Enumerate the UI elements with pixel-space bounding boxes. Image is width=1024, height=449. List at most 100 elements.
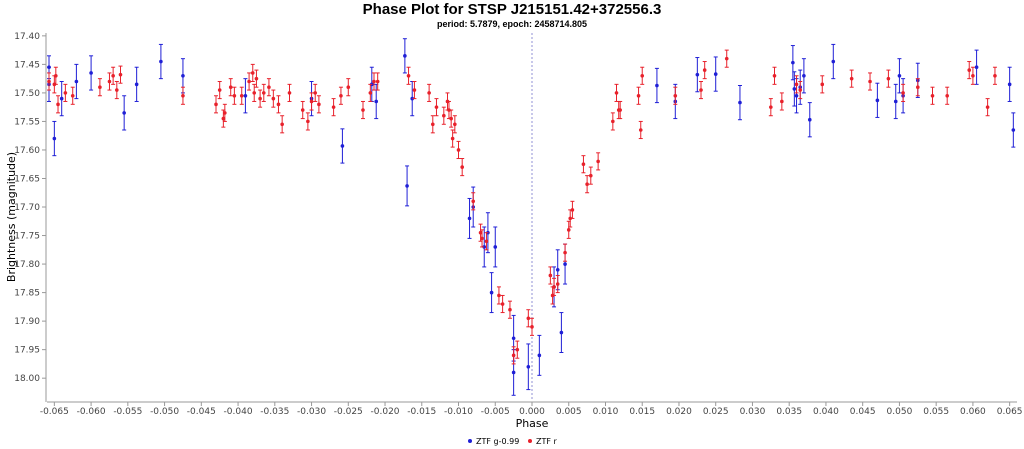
x-tick-label: 0.000 [519,407,545,417]
data-point [581,162,586,167]
data-point [699,88,703,92]
data-point [478,230,483,235]
data-point [791,60,795,65]
y-tick-label: 17.55 [14,117,40,127]
y-tick-label: 17.75 [14,232,40,242]
data-point [223,111,227,115]
data-point [243,93,248,98]
data-point [405,184,409,188]
data-point [427,91,431,95]
data-point [563,250,567,255]
data-point [673,93,678,98]
x-tick-label: 0.010 [593,407,619,417]
data-point [258,96,262,101]
data-point [450,136,455,141]
y-tick-label: 17.50 [14,89,40,99]
y-tick-label: 18.00 [14,374,40,384]
x-tick-label: -0.050 [150,407,179,417]
data-point [232,93,237,98]
data-point [555,282,560,286]
data-point [460,165,464,169]
data-point [374,99,379,104]
data-point [331,105,336,109]
data-point [489,290,494,295]
data-point [971,73,975,78]
data-point [118,72,123,77]
x-axis-label: Phase [516,417,549,430]
legend-marker [468,439,472,443]
data-point [403,54,407,58]
data-point [901,91,905,95]
x-tick-label: -0.010 [444,407,473,417]
data-point [596,159,600,164]
legend-label: ZTF r [536,437,558,446]
x-tick-label: 0.020 [666,407,692,417]
y-tick-label: 17.40 [14,32,40,42]
data-point [74,79,79,84]
x-tick-label: 0.015 [629,407,655,417]
x-tick-label: 0.060 [960,407,986,417]
data-point [570,208,575,212]
data-point [724,56,729,61]
y-tick-label: 17.65 [14,174,40,184]
data-point [738,100,742,105]
data-point [552,285,556,289]
data-point [287,91,292,95]
data-point [280,122,284,127]
data-point [713,72,718,76]
y-tick-label: 17.90 [14,317,40,327]
data-point [340,144,345,148]
x-tick-label: -0.060 [77,407,106,417]
x-tick-label: 0.045 [850,407,876,417]
data-point [537,353,542,358]
y-tick-label: 17.80 [14,260,40,270]
data-point [702,68,707,72]
series-ztf-r [47,49,997,365]
x-tick-label: 0.040 [813,407,839,417]
data-point [1007,82,1012,87]
x-tick-label: 0.050 [887,407,913,417]
data-point [306,119,310,124]
data-point [449,116,453,121]
data-point [548,273,553,278]
data-point [217,88,222,92]
data-point [798,88,803,92]
data-point [915,85,920,90]
data-point [453,122,457,127]
x-tick-label: -0.065 [40,407,69,417]
data-point [769,105,773,109]
x-tick-label: 0.035 [776,407,802,417]
data-point [375,79,380,84]
data-point [134,82,139,87]
legend: ZTF g-0.99 ZTF r [468,437,558,446]
data-point [511,336,516,341]
data-point [611,119,615,124]
data-point [346,85,351,90]
data-point [566,228,571,232]
data-point [63,91,68,95]
x-tick-label: 0.025 [703,407,729,417]
data-point [526,316,531,321]
x-tick-label: -0.015 [407,407,436,417]
data-point [792,87,797,91]
y-tick-label: 17.60 [14,146,40,156]
data-point [559,330,564,335]
data-point [897,73,902,78]
data-point [780,99,784,104]
data-point [456,148,461,152]
data-point [618,108,622,112]
data-point [875,98,880,103]
data-point [638,128,643,132]
data-point [300,108,305,112]
data-point [585,182,589,186]
data-point [794,93,799,98]
data-points-layer [47,38,1016,396]
data-point [271,96,276,101]
data-point [695,72,700,77]
data-point [372,79,376,84]
data-point [508,307,512,312]
chart-title: Phase Plot for STSP J215151.42+372556.3 [362,1,662,18]
data-point [849,76,854,81]
data-point [967,68,972,72]
y-axis-label: Brightness (magnitude) [5,152,18,282]
